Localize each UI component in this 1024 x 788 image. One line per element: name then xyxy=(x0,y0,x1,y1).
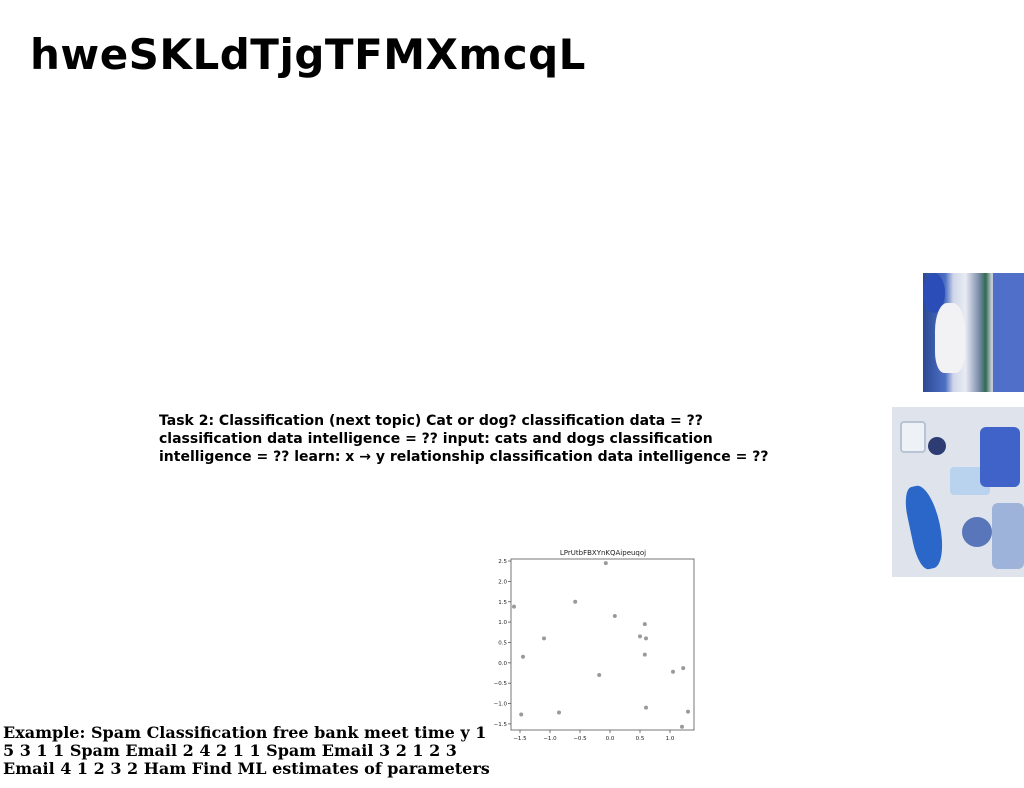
scatter-point xyxy=(642,652,647,657)
plot-frame xyxy=(510,558,695,731)
scatter-point xyxy=(542,636,546,641)
example-text: Example: Spam Classification free bank m… xyxy=(3,723,490,778)
y-tick-label: −0.5 xyxy=(494,681,508,687)
y-tick-label: 2.0 xyxy=(498,579,507,585)
x-tick-label: −0.5 xyxy=(573,736,587,742)
scatter-point xyxy=(642,622,647,627)
x-tick-label: 1.0 xyxy=(666,736,675,742)
scatter-point xyxy=(597,673,602,678)
x-tick-label: −1.5 xyxy=(513,736,527,742)
blue-food-photo xyxy=(892,407,1024,577)
scatter-point xyxy=(557,710,561,715)
scatter-svg: LPrUtbFBXYnKQAipeuqoj −1.5 −1.0 −0.5 0.0 0.5… xyxy=(494,549,695,742)
scatter-point xyxy=(681,666,686,671)
x-tick-label: 0.0 xyxy=(606,736,615,742)
y-tick-label: 2.5 xyxy=(498,559,507,565)
scatter-point xyxy=(512,604,516,609)
scatter-point xyxy=(644,636,648,641)
scatter-point xyxy=(638,634,642,639)
scatter-chart: LPrUtbFBXYnKQAipeuqoj −1.5 −1.0 −0.5 0.0 0.5… xyxy=(490,545,705,745)
scatter-point xyxy=(612,614,617,618)
scatter-point xyxy=(521,654,525,659)
y-tick-label: 1.5 xyxy=(498,600,507,606)
y-tick-label: 0.0 xyxy=(498,661,507,667)
y-tick-label: −1.0 xyxy=(494,702,508,708)
y-tick-label: −1.5 xyxy=(494,722,508,728)
scatter-point xyxy=(671,669,675,674)
scatter-point xyxy=(644,705,648,710)
chart-title: LPrUtbFBXYnKQAipeuqoj xyxy=(560,549,646,557)
blue-art-photo xyxy=(923,273,1024,392)
scatter-point xyxy=(686,709,690,714)
task-text: Task 2: Classification (next topic) Cat … xyxy=(159,413,769,465)
y-tick-label: 1.0 xyxy=(498,620,507,626)
x-tick-label: −1.0 xyxy=(543,736,557,742)
x-tick-label: 0.5 xyxy=(636,736,645,742)
scatter-point xyxy=(603,561,608,566)
scatter-point xyxy=(573,599,578,604)
y-tick-label: 0.5 xyxy=(498,640,507,646)
scatter-point xyxy=(680,724,684,729)
scatter-point xyxy=(519,712,524,717)
slide-title: hweSKLdTjgTFMXmcqL xyxy=(30,30,586,79)
